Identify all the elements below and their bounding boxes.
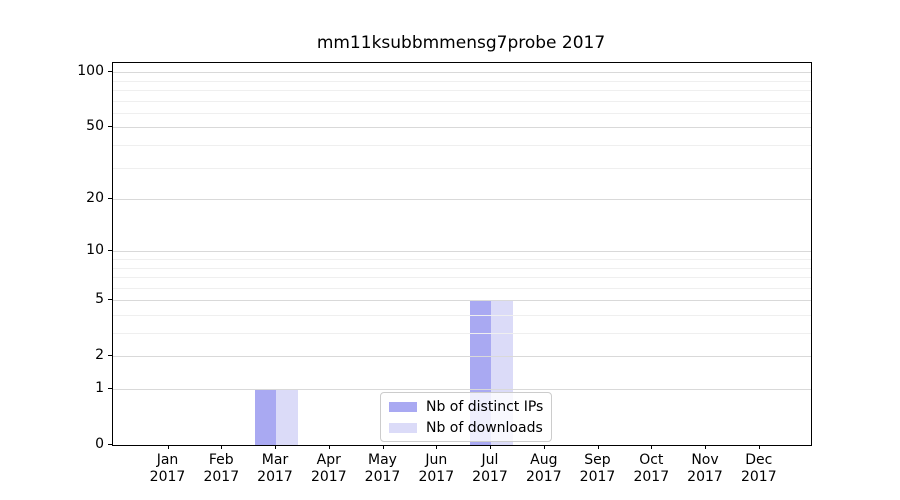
y-tick-label: 0 [95,436,104,452]
major-gridline [113,300,811,302]
x-tick-mark [328,445,330,449]
x-tick-mark [490,445,491,449]
x-tick-label: Nov 2017 [687,452,723,485]
y-tick-label: 1 [95,380,104,396]
x-tick-label: Oct 2017 [633,452,670,485]
x-tick-label: May 2017 [364,452,401,485]
legend-entry-downloads: Nb of downloads [389,418,543,437]
minor-gridline [113,267,811,269]
legend-swatch-downloads [389,422,417,433]
x-tick-mark [436,445,438,449]
x-tick-label: Feb 2017 [203,452,240,485]
bar-mar-distinct-ips [254,389,276,445]
x-tick-label: Sep 2017 [579,452,616,485]
x-tick-label: Jan 2017 [149,452,186,485]
x-tick-label: Jun 2017 [418,452,455,485]
x-tick-label: Aug 2017 [525,452,562,485]
minor-gridline [113,287,811,289]
y-tick-mark [108,299,112,301]
chart-title: mm11ksubbmmensg7probe 2017 [316,33,606,53]
x-tick-mark [221,445,223,449]
major-gridline [113,389,811,390]
major-gridline [113,199,811,201]
minor-gridline [113,90,811,91]
legend-swatch-distinct-ips [389,401,417,412]
minor-gridline [113,167,811,169]
y-tick-label: 50 [86,118,104,135]
bar-mar-downloads [276,389,298,445]
x-tick-label: Mar 2017 [257,452,293,485]
y-tick-mark [108,198,112,200]
y-tick-mark [108,444,112,445]
x-tick-label: Apr 2017 [310,452,347,485]
y-tick-label: 10 [86,242,104,259]
x-tick-label: Jul 2017 [472,452,508,485]
y-tick-label: 5 [95,291,104,308]
y-tick-mark [108,250,112,252]
x-tick-mark [651,445,653,449]
major-gridline [113,72,811,74]
y-tick-mark [108,126,112,128]
legend-label-distinct-ips: Nb of distinct IPs [426,398,544,415]
y-tick-label: 100 [77,63,104,80]
x-tick-mark [758,445,760,449]
major-gridline [113,356,811,358]
x-tick-mark [382,445,384,449]
minor-gridline [113,80,811,82]
plot-area [112,62,812,446]
legend-entry-distinct-ips: Nb of distinct IPs [389,397,543,416]
minor-gridline [113,259,811,260]
major-gridline [113,127,811,129]
minor-gridline [113,333,811,334]
y-tick-mark [108,355,112,357]
y-tick-mark [108,388,112,389]
x-tick-mark [167,445,169,449]
minor-gridline [113,112,811,114]
x-tick-label: Dec 2017 [740,452,777,485]
x-tick-mark [275,445,276,449]
y-tick-label: 2 [95,347,104,364]
x-tick-mark [705,445,706,449]
y-tick-label: 20 [86,190,104,207]
minor-gridline [113,315,811,316]
x-tick-mark [597,445,599,449]
legend-label-downloads: Nb of downloads [426,419,543,436]
major-gridline [113,251,811,253]
minor-gridline [113,277,811,278]
legend: Nb of distinct IPs Nb of downloads [380,392,553,442]
x-tick-mark [543,445,545,449]
y-tick-mark [108,71,112,73]
minor-gridline [113,100,811,102]
minor-gridline [113,145,811,146]
